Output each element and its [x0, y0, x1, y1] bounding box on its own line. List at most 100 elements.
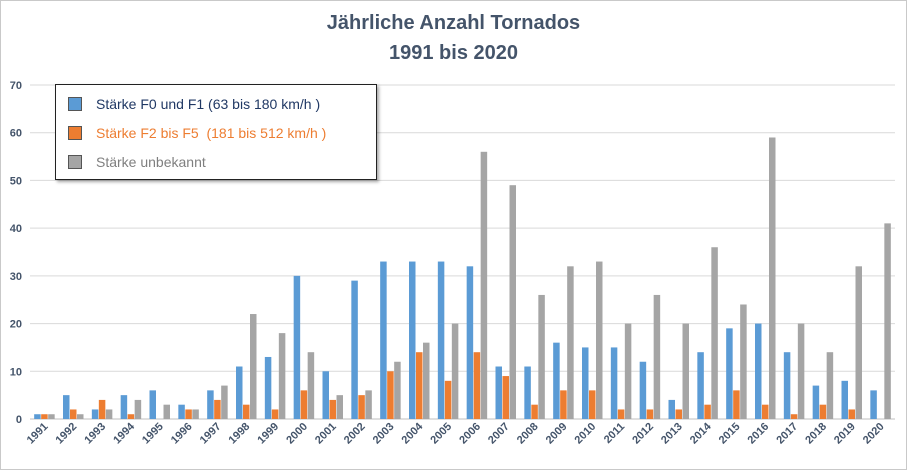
x-tick-label: 1999 [255, 421, 281, 447]
x-tick-label: 2002 [342, 421, 368, 447]
bar-f0-f1 [755, 323, 762, 419]
x-tick-label: 2018 [803, 421, 829, 447]
bar-f0-f1 [409, 261, 416, 419]
y-tick-label: 70 [10, 80, 22, 92]
x-tick-label: 2015 [717, 421, 743, 447]
y-tick-label: 30 [10, 271, 22, 283]
bar-unbekannt [884, 223, 891, 419]
legend-item-f0-f1: Stärke F0 und F1 (63 bis 180 km/h ) [68, 93, 320, 115]
bar-f2-f5 [127, 414, 135, 419]
bar-unbekannt [624, 323, 632, 419]
bar-f0-f1 [207, 390, 214, 419]
bar-f0-f1 [149, 390, 156, 419]
bar-f0-f1 [380, 261, 387, 419]
bar-unbekannt [711, 247, 718, 419]
x-tick-label: 2009 [544, 421, 570, 447]
x-tick-label: 1991 [25, 421, 51, 447]
bar-unbekannt [596, 261, 603, 419]
x-tick-label: 2008 [515, 421, 541, 447]
bar-unbekannt [423, 342, 430, 419]
bar-f2-f5 [589, 390, 596, 419]
x-tick-label: 2016 [746, 421, 772, 447]
bar-f0-f1 [34, 414, 41, 419]
bar-unbekannt [250, 314, 257, 419]
x-tick-label: 2012 [630, 421, 656, 447]
bar-f0-f1 [870, 390, 877, 419]
bar-unbekannt [480, 151, 488, 420]
chart-subtitle: 1991 bis 2020 [389, 42, 518, 64]
bar-unbekannt [538, 294, 545, 419]
x-tick-label: 1996 [169, 421, 195, 447]
x-tick-label: 2003 [371, 421, 397, 447]
x-tick-label: 2004 [400, 420, 426, 446]
bar-f2-f5 [675, 409, 682, 419]
bar-f0-f1 [610, 347, 618, 419]
bar-f2-f5 [329, 399, 336, 419]
bar-f2-f5 [646, 409, 654, 419]
legend: Stärke F0 und F1 (63 bis 180 km/h ) Stär… [55, 84, 377, 180]
x-tick-label: 2019 [832, 421, 858, 447]
x-tick-label: 1998 [227, 421, 253, 447]
bar-unbekannt [740, 304, 747, 419]
y-tick-label: 50 [10, 175, 22, 187]
bar-unbekannt [48, 414, 55, 419]
bar-unbekannt [394, 361, 401, 419]
x-tick-label: 2007 [486, 421, 512, 447]
x-tick-label: 2000 [284, 421, 310, 447]
bar-unbekannt [365, 390, 372, 419]
x-tick-label: 2006 [457, 421, 483, 447]
bar-f0-f1 [582, 347, 589, 419]
legend-label-f0-f1: Stärke F0 und F1 (63 bis 180 km/h ) [96, 96, 321, 112]
bar-f2-f5 [98, 399, 106, 419]
bar-unbekannt [336, 395, 343, 419]
bar-f2-f5 [560, 390, 567, 419]
bar-f0-f1 [553, 342, 560, 419]
bar-f0-f1 [91, 409, 99, 419]
y-tick-label: 0 [16, 414, 22, 426]
bar-unbekannt [567, 266, 574, 419]
bar-f2-f5 [387, 371, 394, 419]
bar-f2-f5 [416, 352, 423, 419]
bar-f2-f5 [271, 409, 279, 419]
x-tick-label: 2005 [428, 421, 454, 447]
bar-unbekannt [307, 352, 315, 419]
bar-f2-f5 [243, 404, 250, 419]
bar-f0-f1 [63, 395, 70, 419]
bar-f0-f1 [495, 366, 502, 419]
bar-unbekannt [509, 185, 516, 419]
chart-title: Jährliche Anzahl Tornados [326, 12, 581, 34]
bar-f2-f5 [41, 414, 48, 419]
bar-unbekannt [77, 414, 84, 419]
bar-f0-f1 [322, 371, 329, 419]
bar-f2-f5 [214, 399, 221, 419]
x-tick-label: 2014 [688, 420, 714, 446]
bar-unbekannt [105, 409, 113, 419]
y-tick-label: 40 [10, 223, 22, 235]
x-tick-label: 2010 [573, 421, 599, 447]
bar-f2-f5 [762, 404, 769, 419]
x-tick-label: 2020 [861, 421, 887, 447]
bar-f0-f1 [524, 366, 531, 419]
bar-f0-f1 [466, 266, 474, 419]
bar-f0-f1 [351, 280, 358, 419]
bar-unbekannt [826, 352, 834, 419]
bar-f0-f1 [697, 352, 704, 419]
legend-item-unbekannt: Stärke unbekannt [68, 151, 206, 173]
bar-f2-f5 [617, 409, 625, 419]
bar-f0-f1 [639, 361, 647, 419]
legend-item-f2-f5: Stärke F2 bis F5 (181 bis 512 km/h ) [68, 122, 326, 144]
bar-unbekannt [221, 385, 228, 419]
x-tick-label: 2013 [659, 421, 685, 447]
bar-f0-f1 [236, 366, 243, 419]
x-tick-label: 2001 [313, 421, 339, 447]
bar-f2-f5 [790, 414, 798, 419]
bar-f0-f1 [293, 275, 301, 419]
bar-f2-f5 [358, 395, 365, 419]
bar-f0-f1 [812, 385, 820, 419]
bar-f2-f5 [848, 409, 855, 419]
bar-unbekannt [278, 333, 286, 419]
bar-unbekannt [769, 137, 776, 419]
bar-f0-f1 [841, 380, 848, 419]
bar-unbekannt [134, 399, 142, 419]
